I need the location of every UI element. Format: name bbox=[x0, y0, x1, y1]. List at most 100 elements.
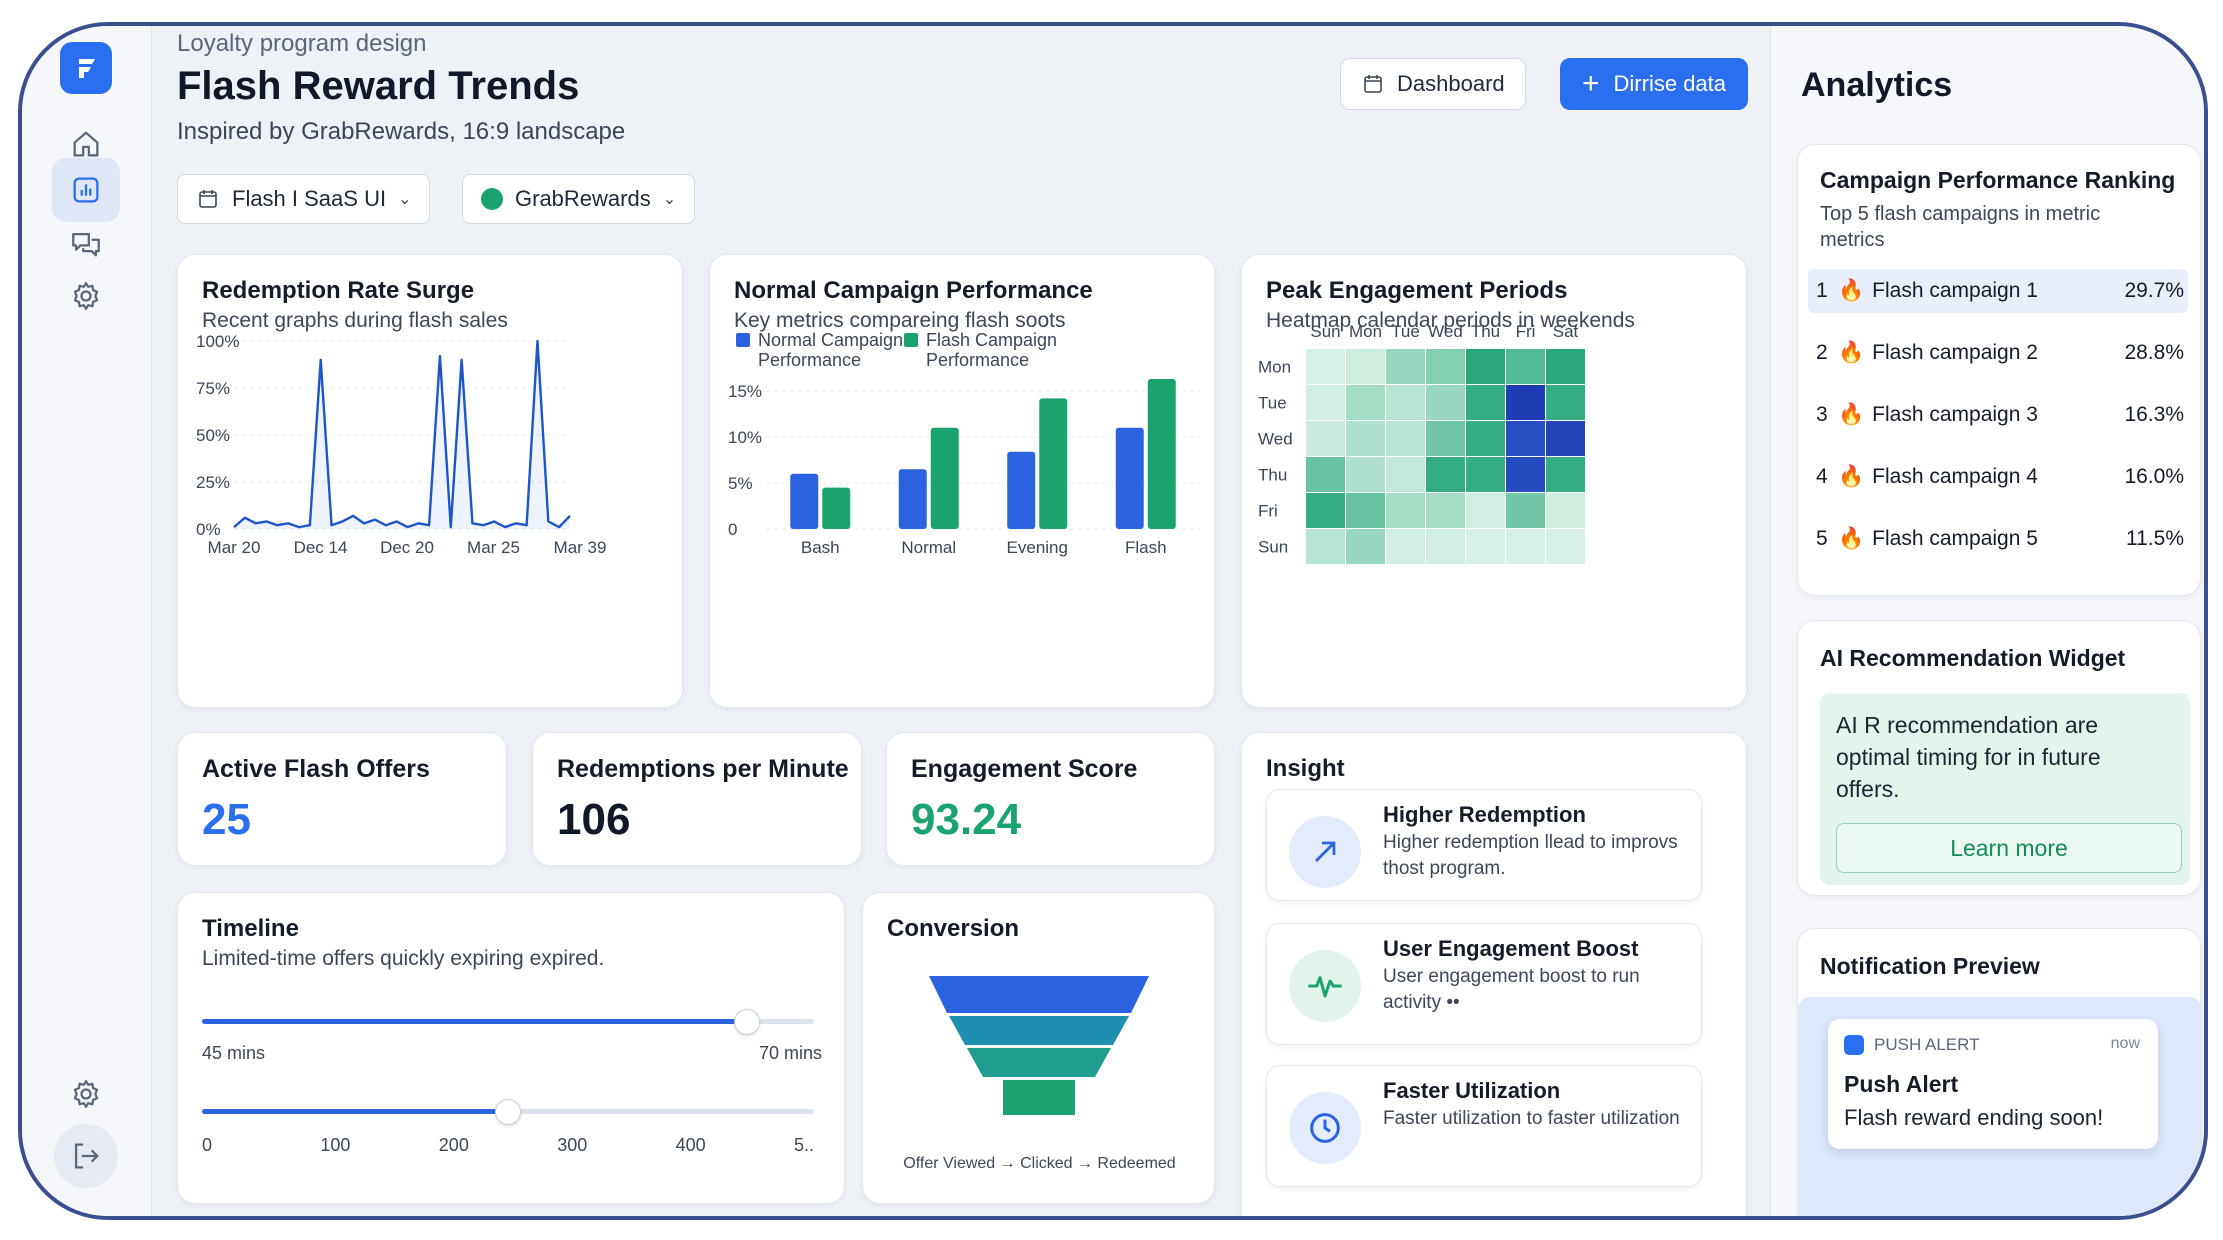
chevron-down-icon: ⌄ bbox=[662, 191, 677, 208]
gear-icon bbox=[73, 282, 99, 310]
ranking-subtitle: Top 5 flash campaigns in metric metrics bbox=[1820, 203, 2101, 251]
nav-preferences[interactable] bbox=[52, 1062, 120, 1126]
main-content: Loyalty program design Flash Reward Tren… bbox=[152, 26, 1770, 1216]
campaign-value: 28.8% bbox=[2124, 341, 2184, 364]
funnel-stage-viewed bbox=[929, 976, 1149, 1013]
app-filter-dropdown[interactable]: Flash I SaaS UI ⌄ bbox=[177, 174, 431, 224]
heatmap-col-label: Thu bbox=[1471, 322, 1500, 341]
slider-tick-label: 5.. bbox=[794, 1135, 815, 1155]
slider-thumb[interactable] bbox=[733, 1009, 760, 1035]
heatmap-cell bbox=[1386, 385, 1425, 420]
funnel-stage-engaged bbox=[967, 1048, 1111, 1077]
legend-label: Flash Campaign bbox=[926, 330, 1057, 350]
redemption-chart-subtitle: Recent graphs during flash sales bbox=[202, 309, 508, 332]
insight-engagement-boost[interactable]: User Engagement Boost User engagement bo… bbox=[1266, 923, 1702, 1045]
heatmap-cell bbox=[1426, 457, 1465, 492]
logout-button[interactable] bbox=[54, 1124, 118, 1188]
heatmap-cell bbox=[1426, 421, 1465, 456]
heatmap-col-label: Wed bbox=[1428, 322, 1463, 341]
ranking-row[interactable]: 4 🔥 Flash campaign 4 16.0% bbox=[1808, 455, 2188, 499]
ai-recommendation-box: AI R recommendation are optimal timing f… bbox=[1820, 693, 2190, 885]
brand-filter-dropdown[interactable]: GrabRewards ⌄ bbox=[462, 174, 696, 224]
ranking-row[interactable]: 3 🔥 Flash campaign 3 16.3% bbox=[1808, 393, 2188, 437]
bar bbox=[1039, 398, 1068, 529]
conversion-card: Conversion Offer Viewed → Clicked → Rede… bbox=[862, 892, 1215, 1204]
x-tick-label: Normal bbox=[901, 538, 956, 557]
dashboard-button[interactable]: Dashboard bbox=[1340, 58, 1526, 110]
heatmap-cell bbox=[1466, 457, 1505, 492]
heatmap-title: Peak Engagement Periods bbox=[1266, 277, 1568, 304]
notification-title: Notification Preview bbox=[1820, 953, 2040, 979]
conversion-title: Conversion bbox=[887, 915, 1020, 942]
fire-icon: 🔥 bbox=[1838, 279, 1865, 302]
x-tick-label: Mar 20 bbox=[208, 538, 261, 557]
primary-action-label: Dirrise data bbox=[1613, 71, 1727, 96]
fire-icon: 🔥 bbox=[1838, 527, 1865, 550]
insight-item-title: Faster Utilization bbox=[1383, 1078, 1561, 1103]
sidebar bbox=[22, 26, 152, 1216]
fire-icon: 🔥 bbox=[1838, 341, 1865, 364]
legend-label: Normal Campaign bbox=[758, 330, 903, 350]
app-filter-value: Flash I SaaS UI bbox=[232, 186, 387, 211]
insight-higher-redemption[interactable]: Higher Redemption Higher redemption llea… bbox=[1266, 789, 1702, 901]
chart-icon bbox=[73, 177, 99, 203]
insight-title: Insight bbox=[1266, 755, 1345, 782]
heatmap-cell bbox=[1506, 385, 1545, 420]
learn-more-button[interactable]: Learn more bbox=[1836, 823, 2182, 873]
slider-thumb[interactable] bbox=[495, 1099, 521, 1125]
timeline-subtitle: Limited-time offers quickly expiring exp… bbox=[202, 947, 605, 970]
calendar-icon bbox=[1364, 75, 1382, 93]
heatmap-cell bbox=[1466, 349, 1505, 384]
ranking-row[interactable]: 5 🔥 Flash campaign 5 11.5% bbox=[1808, 517, 2188, 561]
x-tick-label: Mar 25 bbox=[467, 538, 520, 557]
metric-label: Active Flash Offers bbox=[202, 755, 430, 783]
x-tick-label: Bash bbox=[801, 538, 840, 557]
nav-analytics[interactable] bbox=[52, 158, 120, 222]
heatmap-cell bbox=[1546, 421, 1585, 456]
heatmap-row-label: Sun bbox=[1258, 538, 1288, 557]
heatmap-cell bbox=[1386, 457, 1425, 492]
bar bbox=[822, 487, 851, 529]
home-icon bbox=[73, 131, 99, 157]
app-badge-icon bbox=[1844, 1035, 1864, 1055]
push-notification[interactable]: PUSH ALERT now Push Alert Flash reward e… bbox=[1828, 1019, 2158, 1149]
trend-up-icon bbox=[1289, 816, 1361, 888]
pulse-icon bbox=[1289, 950, 1361, 1022]
y-tick-label: 0 bbox=[728, 520, 737, 539]
nav-messages[interactable] bbox=[52, 212, 120, 276]
campaign-name: Flash campaign 4 bbox=[1872, 465, 2038, 488]
gear-icon bbox=[73, 1080, 99, 1108]
insight-item-text: Faster utilization to faster utilization bbox=[1383, 1108, 1680, 1129]
ranking-row[interactable]: 2 🔥 Flash campaign 2 28.8% bbox=[1808, 331, 2188, 375]
heatmap-col-label: Fri bbox=[1516, 322, 1536, 341]
bar bbox=[1115, 427, 1144, 529]
heatmap-col-label: Mon bbox=[1349, 322, 1382, 341]
ai-widget-title: AI Recommendation Widget bbox=[1820, 645, 2126, 671]
nav-home[interactable] bbox=[52, 112, 120, 176]
slider-tick-label: 400 bbox=[675, 1135, 706, 1155]
rank-number: 3 bbox=[1816, 403, 1828, 426]
fire-icon: 🔥 bbox=[1838, 403, 1865, 426]
chat-icon bbox=[72, 232, 100, 257]
x-tick-label: Dec 20 bbox=[380, 538, 434, 557]
app-logo[interactable] bbox=[60, 42, 112, 94]
ranking-title: Campaign Performance Ranking bbox=[1820, 167, 2176, 193]
slider-max-label: 70 mins bbox=[758, 1043, 822, 1063]
nav-settings[interactable] bbox=[52, 264, 120, 328]
metric-label: Redemptions per Minute bbox=[557, 755, 849, 783]
brand-filter-value: GrabRewards bbox=[515, 186, 651, 211]
y-tick-label: 5% bbox=[728, 474, 753, 493]
metric-card-active-offers: Active Flash Offers 25 bbox=[177, 732, 507, 866]
range-slider[interactable] bbox=[202, 1097, 814, 1127]
calendar-icon bbox=[199, 190, 217, 208]
slider-tick-label: 100 bbox=[320, 1135, 351, 1155]
heatmap-cell bbox=[1426, 349, 1465, 384]
ranking-row[interactable]: 1 🔥 Flash campaign 1 29.7% bbox=[1808, 269, 2188, 313]
heatmap-cell bbox=[1506, 493, 1545, 528]
heatmap-cell bbox=[1546, 529, 1585, 564]
primary-action-button[interactable]: + Dirrise data bbox=[1560, 58, 1749, 110]
insight-faster-utilization[interactable]: Faster Utilization Faster utilization to… bbox=[1266, 1065, 1702, 1187]
plus-icon: + bbox=[1582, 67, 1600, 100]
duration-slider[interactable] bbox=[202, 1007, 814, 1037]
